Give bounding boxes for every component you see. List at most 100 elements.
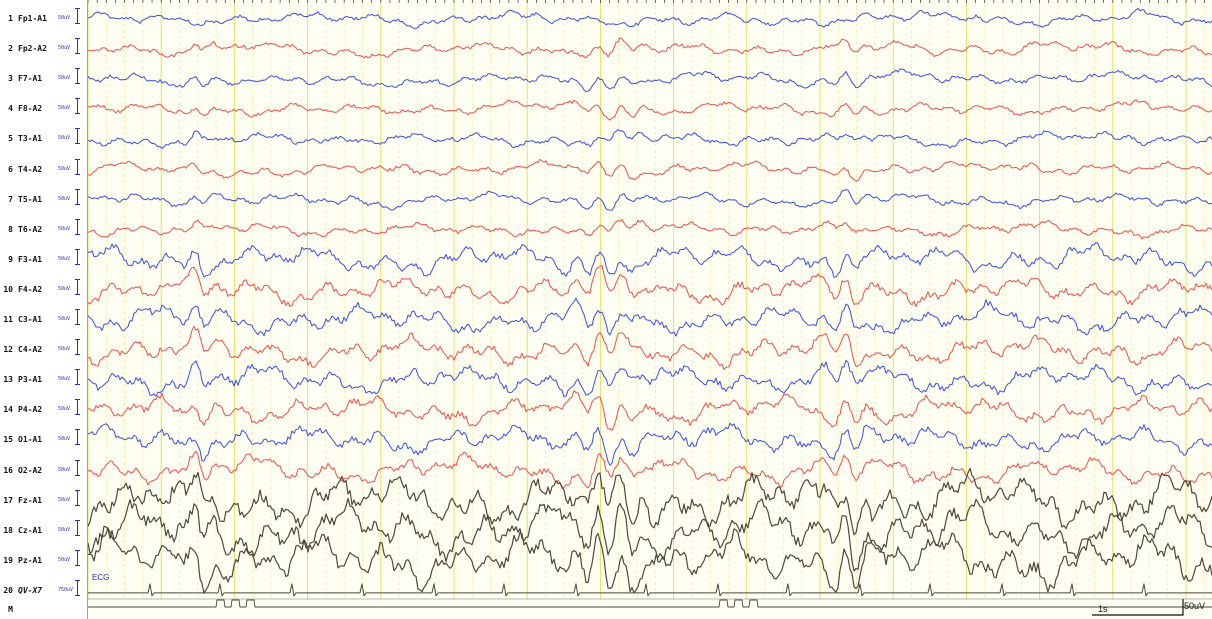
channel-row[interactable]: 10 F4-A2 50uV — [0, 278, 88, 297]
channel-row[interactable]: 2 Fp2-A2 50uV — [0, 38, 88, 56]
channel-row[interactable]: 8 T6-A2 50uV — [0, 218, 88, 237]
channel-label: Cz-A1 — [18, 525, 43, 535]
channel-number: 7 — [8, 194, 13, 204]
trace-qv-x7 — [88, 583, 1212, 597]
calibration-bar-icon — [75, 519, 80, 536]
channel-label: T5-A1 — [18, 194, 43, 204]
channel-row[interactable]: 4 F8-A2 50uV — [0, 98, 88, 116]
channel-number: M — [8, 605, 13, 614]
channel-row[interactable]: 15 O1-A1 50uV — [0, 429, 88, 447]
trace-area[interactable]: ECG 1s 50uV — [88, 0, 1212, 619]
channel-number: 13 — [3, 375, 13, 385]
channel-sensitivity: 50uV — [58, 75, 71, 82]
channel-number: 9 — [8, 254, 13, 264]
channel-sensitivity: 50uV — [58, 526, 71, 533]
channel-label: P4-A2 — [18, 405, 43, 415]
channel-number: 4 — [8, 104, 13, 114]
calibration-bar-icon — [75, 399, 80, 416]
trace-p3-a1 — [88, 359, 1212, 398]
channel-sensitivity: 50uV — [58, 135, 71, 142]
channel-sensitivity: 50uV — [58, 346, 71, 353]
channel-number: 2 — [8, 44, 13, 54]
channel-label: QV-X7 — [18, 585, 43, 595]
channel-number: 5 — [8, 134, 13, 144]
channel-sensitivity: 50uV — [58, 376, 71, 383]
channel-sensitivity: 50uV — [58, 45, 71, 52]
trace-fz-a1 — [88, 467, 1212, 536]
channel-row[interactable]: 1 Fp1-A1 50uV — [0, 8, 88, 26]
channel-sensitivity: 50uV — [58, 15, 71, 21]
channel-row[interactable]: 9 F3-A1 50uV — [0, 248, 88, 267]
channel-label: O2-A2 — [18, 465, 43, 475]
channel-sensitivity: 50uV — [58, 556, 71, 563]
channel-number: 1 — [8, 14, 13, 23]
channel-row[interactable]: M — [0, 603, 88, 617]
channel-sensitivity: 50uV — [58, 255, 71, 262]
channel-row[interactable]: 14 P4-A2 50uV — [0, 399, 88, 417]
channel-sensitivity: 50uV — [58, 406, 71, 413]
calibration-bar-icon — [75, 309, 80, 325]
time-ticks — [88, 0, 1205, 3]
calibration-bar-icon — [75, 549, 80, 566]
channel-label: Fp2-A2 — [18, 44, 47, 54]
channel-row[interactable]: 11 C3-A1 50uV — [0, 309, 88, 327]
channel-row[interactable]: 7 T5-A1 50uV — [0, 188, 88, 207]
channel-number: 10 — [3, 284, 13, 294]
channel-row[interactable]: 19 Pz-A1 50uV — [0, 549, 88, 568]
channel-row[interactable]: 3 F7-A1 50uV — [0, 68, 88, 86]
channel-sensitivity: 50uV — [58, 195, 71, 202]
calibration-bar-icon — [75, 248, 80, 265]
channel-number: 20 — [3, 585, 13, 595]
channel-row[interactable]: 13 P3-A1 50uV — [0, 369, 88, 387]
channel-row[interactable]: 16 O2-A2 50uV — [0, 459, 88, 478]
trace-p4-a2 — [88, 390, 1212, 431]
channel-sensitivity: 50uV — [58, 165, 71, 172]
channel-sensitivity: 50uV — [58, 225, 71, 232]
channel-sensitivity: 50uV — [58, 466, 71, 473]
channel-label: F3-A1 — [18, 254, 43, 264]
channel-label: T6-A2 — [18, 224, 43, 234]
calibration-bar-icon — [75, 459, 80, 476]
channel-number: 15 — [3, 435, 13, 445]
trace-t5-a1 — [88, 189, 1212, 211]
channel-row[interactable]: 20 QV-X7 750uV — [0, 579, 88, 598]
channel-label: P3-A1 — [18, 375, 43, 385]
trace-f3-a1 — [88, 241, 1212, 278]
channel-label: O1-A1 — [18, 435, 43, 445]
channel-label: T3-A1 — [18, 134, 43, 144]
scale-bar — [1092, 599, 1184, 616]
channel-label: F7-A1 — [18, 74, 43, 84]
trace-t4-a2 — [88, 158, 1212, 182]
channel-row[interactable]: 18 Cz-A1 50uV — [0, 519, 88, 538]
calibration-bar-icon — [75, 278, 80, 295]
channel-number: 8 — [8, 224, 13, 234]
trace-t6-a2 — [88, 219, 1212, 240]
channel-row[interactable]: 6 T4-A2 50uV — [0, 158, 88, 177]
trace-c4-a2 — [88, 325, 1212, 371]
trace-o1-a1 — [88, 422, 1212, 466]
channel-sensitivity: 50uV — [58, 436, 71, 443]
channel-number: 16 — [3, 465, 13, 475]
channel-number: 3 — [8, 74, 13, 84]
eeg-trace-plot — [88, 0, 1212, 616]
marker-trace — [88, 599, 1212, 608]
channel-sensitivity: 50uV — [58, 285, 71, 292]
ecg-label: ECG — [92, 573, 110, 582]
channel-number: 18 — [3, 525, 13, 535]
calibration-bar-icon — [75, 339, 80, 356]
channel-sensitivity: 50uV — [58, 316, 71, 322]
channel-label: Fz-A1 — [18, 495, 43, 505]
channel-row[interactable]: 12 C4-A2 50uV — [0, 339, 88, 357]
calibration-bar-icon — [75, 218, 80, 235]
trace-c3-a1 — [88, 297, 1212, 337]
time-grid — [88, 0, 1205, 600]
calibration-bar-icon — [75, 579, 80, 596]
channel-number: 12 — [3, 345, 13, 355]
calibration-bar-icon — [75, 158, 80, 175]
trace-fp2-a2 — [88, 37, 1212, 59]
channel-row[interactable]: 5 T3-A1 50uV — [0, 128, 88, 146]
channel-label: Fp1-A1 — [18, 14, 47, 23]
channel-row[interactable]: 17 Fz-A1 50uV — [0, 489, 88, 508]
channel-sensitivity: 50uV — [58, 496, 71, 503]
